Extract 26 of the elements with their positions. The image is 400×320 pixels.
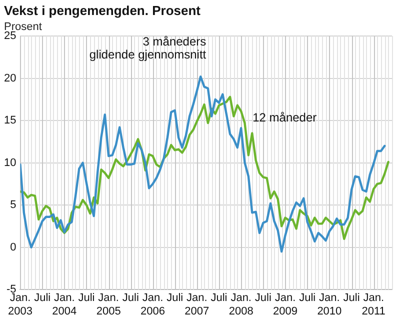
x-tick-label: Jan. 2011: [362, 292, 386, 318]
series-label: 12 måneder: [252, 110, 317, 124]
x-tick-label: Juli: [343, 292, 360, 304]
x-tick-label: Jan. 2003: [8, 292, 32, 318]
series-label: 3 måneders glidende gjennomsnitt: [89, 34, 207, 62]
x-tick-label: Juli: [122, 292, 139, 304]
x-tick-label: Jan. 2004: [52, 292, 77, 318]
x-tick-label: Jan. 2007: [184, 292, 210, 318]
chart-title: Vekst i pengemengden. Prosent: [4, 3, 200, 18]
x-tick-label: Juli: [34, 292, 51, 304]
x-tick-label: Juli: [254, 292, 272, 304]
y-tick-label: 25: [4, 30, 16, 42]
y-tick-label: 10: [4, 156, 16, 169]
x-tick-label: Juli: [210, 292, 228, 304]
x-tick-label: Juli: [299, 292, 316, 304]
x-tick-label: Juli: [166, 292, 184, 304]
x-tick-label: Juli: [78, 292, 95, 304]
x-tick-label: Jan. 2008: [228, 292, 254, 318]
x-tick-label: Jan. 2009: [273, 292, 298, 318]
x-tick-label: Jan. 2010: [317, 292, 342, 318]
y-tick-label: 15: [4, 114, 16, 127]
x-tick-label: Jan. 2005: [96, 292, 121, 318]
x-tick-label: Jan. 2006: [140, 292, 165, 318]
y-tick-label: 0: [10, 241, 16, 254]
y-tick-label: 20: [4, 72, 16, 84]
y-tick-label: 5: [10, 199, 16, 212]
